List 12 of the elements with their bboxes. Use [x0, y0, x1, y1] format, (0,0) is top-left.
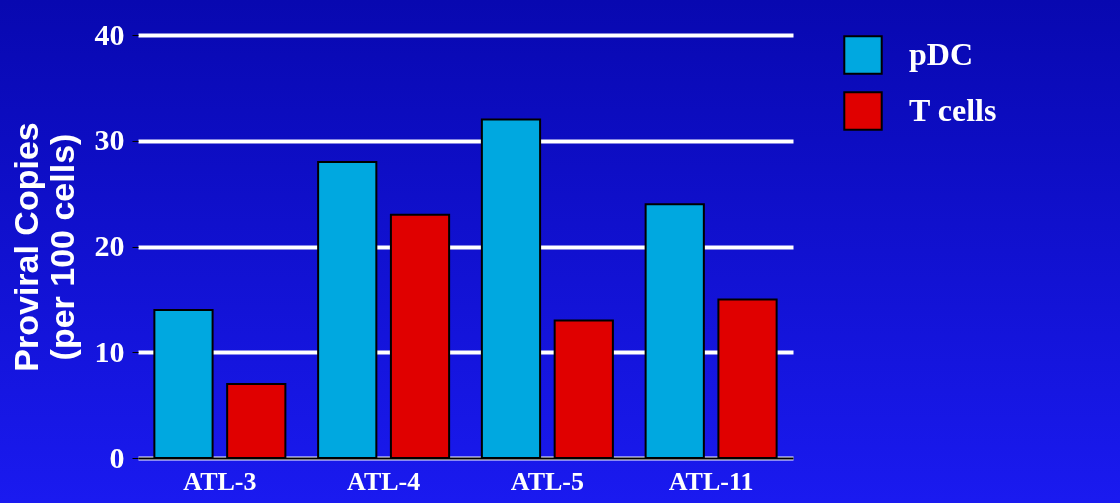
x-tick-label: ATL-11	[668, 466, 754, 496]
y-tick-label: 10	[94, 334, 125, 368]
y-tick-label: 40	[94, 17, 125, 51]
y-axis-title: Proviral Copies (per 100 cells)	[6, 122, 81, 372]
y-tick-label: 0	[109, 440, 125, 474]
y-tick-label: 30	[94, 123, 125, 157]
x-tick-label: ATL-3	[183, 466, 257, 496]
legend-label: T cells	[909, 92, 997, 128]
y-tick-label: 20	[94, 229, 125, 262]
x-tick-label: ATL-4	[347, 466, 421, 496]
x-tick-label: ATL-5	[510, 466, 584, 496]
legend-label: pDC	[909, 36, 974, 72]
